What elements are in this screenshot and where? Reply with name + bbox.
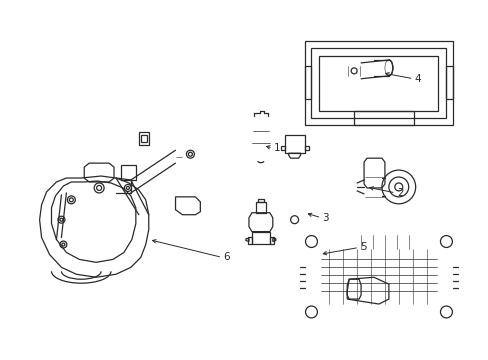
Text: 4: 4 [414,74,421,84]
Text: 1: 1 [273,143,280,153]
Text: 3: 3 [322,213,328,223]
Text: 6: 6 [223,252,229,262]
Text: 5: 5 [359,243,366,252]
Text: 2: 2 [396,188,403,198]
